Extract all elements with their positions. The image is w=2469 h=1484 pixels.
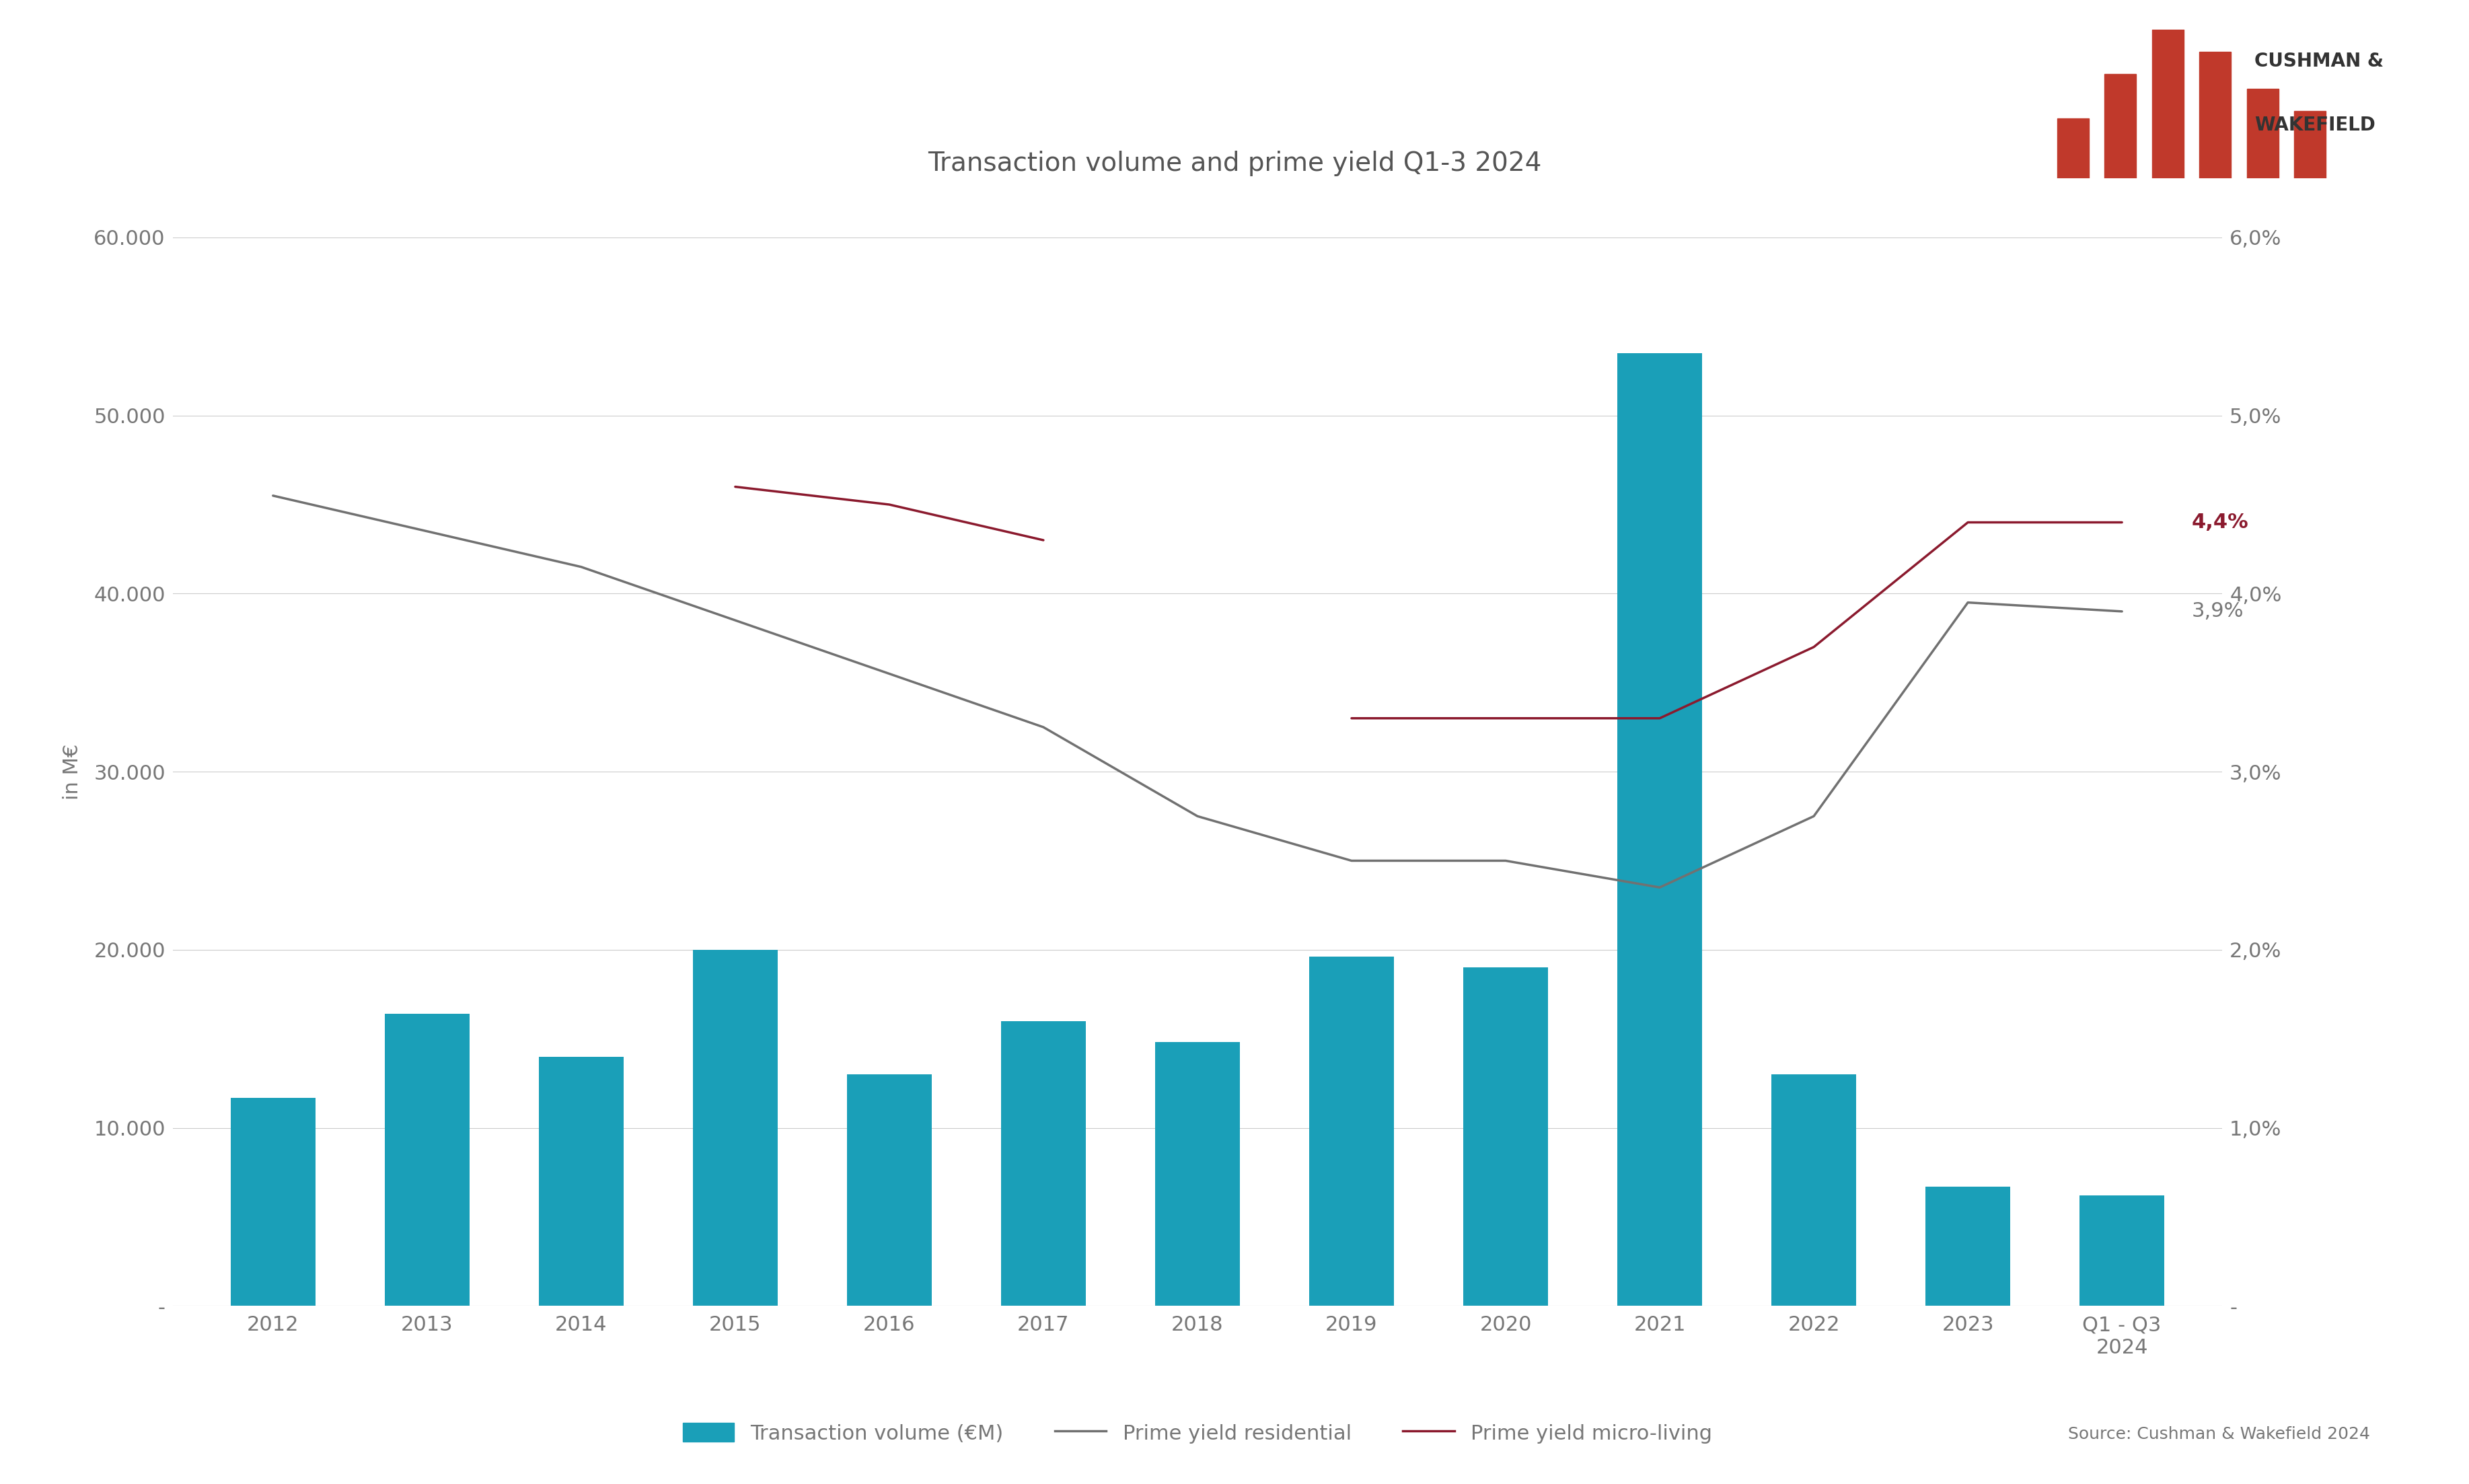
Bar <box>1464 968 1548 1306</box>
Bar <box>1309 957 1395 1306</box>
Bar <box>1000 1021 1086 1306</box>
Bar <box>1770 1074 1857 1306</box>
Text: WAKEFIELD: WAKEFIELD <box>2254 116 2375 135</box>
Legend: Transaction volume (€M), Prime yield residential, Prime yield micro-living: Transaction volume (€M), Prime yield res… <box>681 1423 1713 1444</box>
Bar <box>2079 1196 2165 1306</box>
Bar <box>2247 89 2279 178</box>
Bar <box>230 1098 316 1306</box>
Text: Source: Cushman & Wakefield 2024: Source: Cushman & Wakefield 2024 <box>2069 1426 2370 1442</box>
Y-axis label: in M€: in M€ <box>62 743 81 800</box>
Bar <box>385 1014 469 1306</box>
Text: CUSHMAN &: CUSHMAN & <box>2254 52 2385 71</box>
Text: Transaction volume and prime yield Q1-3 2024: Transaction volume and prime yield Q1-3 … <box>928 150 1541 177</box>
Text: 4,4%: 4,4% <box>2192 512 2249 533</box>
Bar <box>2200 52 2232 178</box>
Bar <box>847 1074 931 1306</box>
Bar <box>2294 111 2326 178</box>
Bar <box>1155 1042 1239 1306</box>
Bar <box>538 1057 625 1306</box>
Bar <box>1926 1187 2010 1306</box>
Bar <box>2057 119 2089 178</box>
Bar <box>1617 353 1701 1306</box>
Text: 3,9%: 3,9% <box>2192 601 2244 622</box>
Bar <box>694 950 778 1306</box>
Bar <box>2104 74 2136 178</box>
Bar <box>2153 30 2183 178</box>
